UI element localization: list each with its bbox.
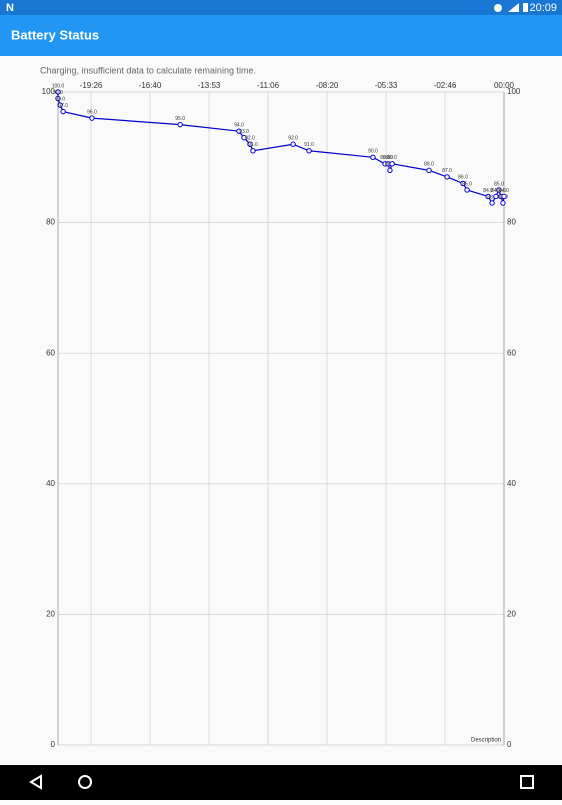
status-message: Charging, insufficient data to calculate…	[40, 65, 256, 75]
point	[389, 161, 395, 167]
status-bar	[0, 0, 562, 15]
value-label: 98.0	[55, 96, 65, 102]
value-label: 89.0	[387, 155, 397, 161]
y2-tick-label: 80	[507, 218, 516, 227]
value-label: 84.0	[491, 188, 501, 194]
point	[444, 174, 450, 180]
point	[89, 115, 95, 121]
point	[460, 180, 466, 187]
point	[485, 193, 491, 200]
y2-tick-label: 60	[507, 348, 516, 357]
back-button[interactable]	[29, 774, 42, 790]
value-label: 84.0	[496, 188, 506, 194]
value-label: 90.0	[368, 149, 378, 155]
point	[55, 95, 61, 102]
y2-tick-label: 40	[507, 479, 516, 488]
point	[247, 141, 253, 147]
y-tick-label: 40	[46, 479, 55, 488]
value-label: 85.0	[462, 181, 472, 187]
point	[426, 167, 432, 174]
point	[493, 193, 499, 200]
point	[177, 121, 183, 128]
point	[57, 102, 63, 108]
y2-tick-label: 0	[507, 740, 512, 749]
value-label: 94.0	[234, 123, 244, 129]
value-label: 88.0	[424, 162, 434, 168]
value-label: 92.0	[245, 136, 255, 142]
notification-icon: N	[6, 2, 14, 14]
value-label: 83.0	[487, 194, 497, 200]
value-label: 89.0	[383, 155, 393, 161]
y-tick-label: 20	[46, 610, 55, 619]
app-bar	[0, 15, 562, 56]
point	[250, 148, 256, 154]
x-tick-label: -11:06	[257, 81, 280, 90]
value-label: 99.0	[53, 90, 63, 96]
x-tick-label: -02:46	[434, 81, 457, 90]
x-tick-label: -16:40	[139, 81, 162, 90]
x-tick-label: -19:26	[80, 81, 103, 90]
point	[370, 154, 376, 161]
point	[60, 108, 66, 115]
point	[489, 200, 495, 206]
value-label: 97.0	[58, 103, 68, 109]
x-tick-label: -13:53	[198, 81, 221, 90]
y-tick-label: 0	[51, 740, 56, 749]
nav-bar	[0, 765, 562, 800]
status-time: 20:09	[529, 2, 557, 14]
value-label: 100.0	[52, 83, 65, 89]
y-tick-label: 100	[42, 87, 56, 96]
point	[387, 167, 393, 174]
y-tick-label: 80	[46, 218, 55, 227]
x-tick-label: -08:20	[316, 81, 339, 90]
value-label: 84.0	[499, 188, 509, 194]
value-label: 96.0	[87, 109, 97, 115]
value-label: 93.0	[239, 129, 249, 135]
point	[290, 141, 296, 147]
dnd-icon	[494, 4, 502, 12]
y2-tick-label: 20	[507, 610, 516, 619]
wifi-icon	[508, 3, 519, 12]
value-label: 91.0	[304, 142, 314, 148]
app-title: Battery Status	[11, 27, 99, 42]
home-button[interactable]	[78, 775, 92, 789]
point	[55, 89, 61, 95]
y-tick-label: 60	[46, 348, 55, 357]
point	[236, 128, 242, 134]
value-label: 89.0	[380, 155, 390, 161]
value-label: 84.0	[483, 188, 493, 194]
value-label: 86.0	[458, 175, 468, 181]
value-label: 87.0	[442, 168, 452, 174]
value-label: 92.0	[288, 136, 298, 142]
point	[241, 135, 247, 141]
value-label: 85.0	[494, 181, 504, 187]
x-tick-label: -05:33	[375, 81, 398, 90]
point	[306, 148, 312, 154]
point	[500, 200, 506, 206]
chart: 0 0 20 20 40 40 60 60 80 80 100 100 -19:26 -16:40 -13:…	[42, 81, 521, 749]
chart-description: Description	[471, 738, 501, 744]
point	[464, 187, 470, 193]
battery-icon	[523, 3, 528, 12]
point	[496, 187, 502, 193]
point	[501, 193, 507, 200]
x-tick-label: 00:00	[494, 81, 515, 90]
value-label: 91.0	[248, 142, 258, 148]
recents-button[interactable]	[520, 775, 534, 789]
y2-tick-label: 100	[507, 87, 521, 96]
value-label: 95.0	[175, 116, 185, 122]
